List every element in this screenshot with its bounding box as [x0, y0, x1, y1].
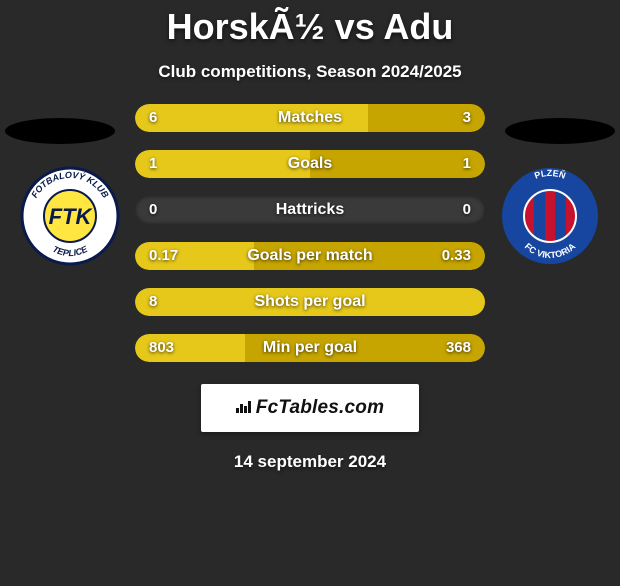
chart-icon: [236, 399, 254, 415]
stat-seg-right: [310, 150, 485, 178]
stat-bar: Min per goal803368: [135, 334, 485, 362]
comparison-arena: FOTBALOVÝ KLUB TEPLICE FTK PLZEŇ FC VIKT…: [0, 104, 620, 384]
stat-value-left: 0: [149, 196, 157, 224]
stat-label: Hattricks: [135, 196, 485, 224]
stat-rows: Matches63 Goals11 Hattricks0 0 Goals per mat…: [135, 104, 485, 380]
player-shadow-right: [505, 118, 615, 144]
footer-date: 14 september 2024: [0, 452, 620, 472]
stat-seg-left: [135, 150, 310, 178]
club-logo-left: FOTBALOVÝ KLUB TEPLICE FTK: [20, 166, 120, 266]
stat-seg-left: [135, 242, 254, 270]
player-shadow-left: [5, 118, 115, 144]
stat-seg-left: [135, 288, 485, 316]
stat-seg-left: [135, 104, 368, 132]
page-title: HorskÃ½ vs Adu: [0, 6, 620, 48]
stat-bar: Matches63: [135, 104, 485, 132]
site-watermark: FcTables.com: [201, 384, 419, 432]
svg-text:FTK: FTK: [49, 204, 94, 229]
stat-value-right: 0: [463, 196, 471, 224]
page-subtitle: Club competitions, Season 2024/2025: [0, 62, 620, 82]
club-logo-right: PLZEŇ FC VIKTORIA: [500, 166, 600, 266]
stat-bar: Goals11: [135, 150, 485, 178]
stat-seg-left: [135, 334, 245, 362]
stat-seg-right: [254, 242, 485, 270]
stat-seg-right: [245, 334, 485, 362]
stat-bar: Goals per match0.170.33: [135, 242, 485, 270]
watermark-text: FcTables.com: [256, 397, 384, 418]
stat-seg-right: [368, 104, 485, 132]
stat-bar: Hattricks0 0: [135, 196, 485, 224]
stat-bar: Shots per goal8: [135, 288, 485, 316]
